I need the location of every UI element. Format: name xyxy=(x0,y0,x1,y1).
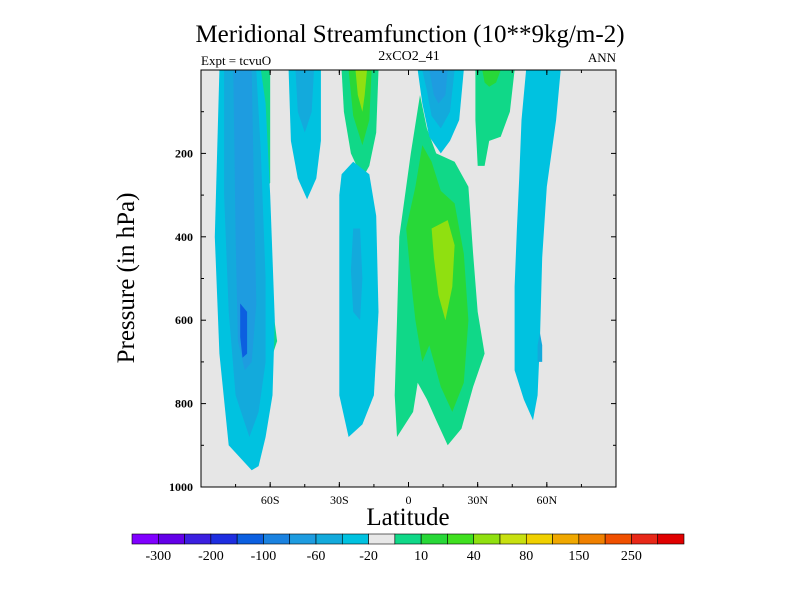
colorbar-label: 150 xyxy=(568,549,589,564)
colorbar-label: -60 xyxy=(307,549,326,564)
colorbar-label: -100 xyxy=(251,549,277,564)
y-axis-label: Pressure (in hPa) xyxy=(113,193,140,364)
contour-region xyxy=(514,70,561,421)
x-tick-label: 60N xyxy=(536,493,557,507)
contour-regions xyxy=(214,70,561,471)
colorbar-box xyxy=(604,533,632,545)
colorbar-label: -20 xyxy=(359,549,378,564)
colorbar-label: 40 xyxy=(467,549,481,564)
colorbar-box xyxy=(499,533,527,545)
x-tick-label: 0 xyxy=(406,493,412,507)
colorbar-label: 80 xyxy=(519,549,533,564)
contour-region xyxy=(482,70,501,87)
x-tick-label: 60S xyxy=(261,493,280,507)
y-tick-label: 400 xyxy=(175,230,193,244)
contour-region xyxy=(431,220,455,321)
y-tick-label: 1000 xyxy=(169,480,193,494)
colorbar-box xyxy=(473,533,501,545)
experiment-label: Expt = tcvuO xyxy=(201,53,271,68)
contour-region xyxy=(537,332,543,362)
colorbar-box xyxy=(657,533,685,545)
colorbar-box xyxy=(289,533,317,545)
colorbar-label: 250 xyxy=(621,549,642,564)
colorbar-label: -300 xyxy=(145,549,171,564)
colorbar-box xyxy=(552,533,580,545)
x-tick-label: 30S xyxy=(330,493,349,507)
colorbar-box xyxy=(631,533,659,545)
x-axis-ticks: 60S 30S 0 30N 60N xyxy=(235,70,582,507)
contour-region xyxy=(348,70,372,146)
y-axis-ticks: 200 400 600 800 1000 xyxy=(169,111,616,494)
colorbar: -300 -200 -100 -60 -20 10 40 80 150 250 xyxy=(131,533,685,564)
colorbar-box xyxy=(131,533,159,545)
colorbar-box xyxy=(315,533,343,545)
x-tick-label: 30N xyxy=(467,493,488,507)
contour-region xyxy=(475,70,515,166)
y-tick-label: 200 xyxy=(175,146,193,160)
y-tick-label: 800 xyxy=(175,397,193,411)
colorbar-box xyxy=(447,533,475,545)
colorbar-label: 10 xyxy=(414,549,428,564)
colorbar-label: -200 xyxy=(198,549,224,564)
colorbar-box xyxy=(578,533,606,545)
y-tick-label: 600 xyxy=(175,313,193,327)
colorbar-box xyxy=(525,533,553,545)
season-label: ANN xyxy=(588,50,617,65)
contour-region xyxy=(295,70,314,133)
colorbar-box xyxy=(420,533,448,545)
colorbar-box xyxy=(263,533,291,545)
colorbar-box xyxy=(341,533,369,545)
contour-region xyxy=(350,228,363,321)
contour-region xyxy=(240,303,248,358)
x-axis-label: Latitude xyxy=(366,504,449,531)
contour-region xyxy=(288,70,321,200)
chart-subtitle: 2xCO2_41 xyxy=(378,49,439,64)
contour-region xyxy=(429,70,448,104)
colorbar-box xyxy=(210,533,238,545)
colorbar-box xyxy=(184,533,212,545)
contour-region xyxy=(355,70,367,112)
colorbar-box xyxy=(236,533,264,545)
chart-title: Meridional Streamfunction (10**9kg/m-2) xyxy=(195,21,624,48)
colorbar-box xyxy=(394,533,422,545)
colorbar-box xyxy=(157,533,185,545)
colorbar-box xyxy=(368,533,396,545)
contour-region xyxy=(233,70,257,371)
plot-area: 60S 30S 0 30N 60N 200 400 600 800 1000 xyxy=(169,69,617,507)
